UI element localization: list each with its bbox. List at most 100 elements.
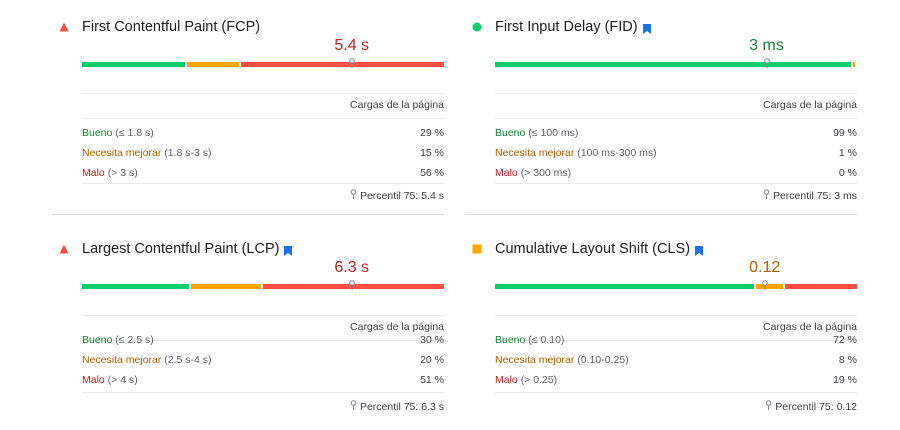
percentile-75: Percentil 75: 3 ms xyxy=(763,189,857,202)
bookmark-icon xyxy=(642,22,651,34)
percentile-label: Percentil 75: xyxy=(359,189,419,202)
bar-segment-good xyxy=(495,62,852,67)
bar-segment-good xyxy=(82,284,189,289)
row-percent: 0 % xyxy=(838,167,857,179)
pin-icon xyxy=(350,400,360,413)
row-label: Malo xyxy=(82,374,105,386)
bar-segment-needs-improvement xyxy=(853,62,855,67)
distribution-bar xyxy=(82,62,444,67)
metric-title-row: First Input Delay (FID) xyxy=(472,17,651,37)
row-percent: 99 % xyxy=(833,127,857,139)
distribution-row-needs-improvement: Necesita mejorar (0.10-0.25) 8 % xyxy=(495,354,857,370)
distribution-row-good: Bueno (≤ 1.8 s) 29 % xyxy=(82,127,444,143)
row-label: Necesita mejorar xyxy=(82,147,162,159)
distribution-row-poor: Malo (> 0.25) 19 % xyxy=(495,374,857,390)
percentile-75: Percentil 75: 0.12 xyxy=(765,400,857,413)
section-separator-right xyxy=(465,214,857,215)
row-range: (1.8 s-3 s) xyxy=(164,147,212,159)
row-percent: 30 % xyxy=(420,334,444,346)
row-label: Malo xyxy=(495,167,518,179)
bar-segment-needs-improvement xyxy=(755,284,783,289)
percentile-label: Percentil 75: xyxy=(775,400,834,413)
row-percent: 1 % xyxy=(838,147,857,159)
divider xyxy=(495,118,857,119)
row-label: Necesita mejorar xyxy=(495,147,575,159)
row-label: Malo xyxy=(82,167,105,179)
metric-value: 5.4 s xyxy=(334,37,370,54)
row-range: (> 0.25) xyxy=(520,374,558,386)
bar-segment-needs-improvement xyxy=(190,284,261,289)
metric-value: 6.3 s xyxy=(334,259,370,276)
row-percent: 51 % xyxy=(420,374,444,386)
divider xyxy=(82,183,444,184)
metric-title-row: First Contentful Paint (FCP) xyxy=(59,17,261,37)
pin-icon xyxy=(765,400,775,413)
page-loads-label: Cargas de la página xyxy=(350,99,444,111)
section-separator-left xyxy=(52,214,444,215)
metric-title: Cumulative Layout Shift (CLS) xyxy=(495,241,691,257)
percentile-value: 6.3 s xyxy=(421,400,444,413)
distribution-row-poor: Malo (> 300 ms) 0 % xyxy=(495,167,857,183)
page-loads-label: Cargas de la página xyxy=(350,321,444,333)
row-percent: 8 % xyxy=(838,354,857,366)
metric-title: First Input Delay (FID) xyxy=(495,19,638,35)
percentile-marker-icon xyxy=(763,55,771,68)
bookmark-icon xyxy=(284,244,293,256)
page-loads-label: Cargas de la página xyxy=(763,321,857,333)
row-percent: 72 % xyxy=(833,334,857,346)
distribution-row-needs-improvement: Necesita mejorar (100 ms-300 ms) 1 % xyxy=(495,147,857,163)
metric-title-row: Cumulative Layout Shift (CLS) xyxy=(472,239,704,259)
row-range: (≤ 1.8 s) xyxy=(115,127,154,139)
percentile-marker-icon xyxy=(348,277,356,290)
bookmark-icon xyxy=(695,244,704,256)
metric-value: 3 ms xyxy=(749,37,784,54)
distribution-row-good: Bueno (≤ 0.10) 72 % xyxy=(495,334,857,350)
row-label: Bueno xyxy=(495,334,526,346)
bar-segment-good xyxy=(82,62,185,67)
metric-title: Largest Contentful Paint (LCP) xyxy=(82,241,280,257)
percentile-value: 5.4 s xyxy=(421,189,444,202)
metric-title: First Contentful Paint (FCP) xyxy=(82,19,261,35)
distribution-row-poor: Malo (> 4 s) 51 % xyxy=(82,374,444,390)
percentile-marker-icon xyxy=(761,277,769,290)
metric-title-row: Largest Contentful Paint (LCP) xyxy=(59,239,293,259)
status-icon xyxy=(472,22,482,32)
distribution-row-needs-improvement: Necesita mejorar (1.8 s-3 s) 15 % xyxy=(82,147,444,163)
row-label: Bueno xyxy=(495,127,526,139)
row-range: (0.10-0.25) xyxy=(577,354,629,366)
row-label: Bueno xyxy=(82,127,113,139)
row-label: Necesita mejorar xyxy=(82,354,162,366)
divider xyxy=(82,340,444,341)
percentile-75: Percentil 75: 5.4 s xyxy=(350,189,444,202)
status-icon xyxy=(59,244,69,254)
divider xyxy=(495,392,857,393)
percentile-label: Percentil 75: xyxy=(359,400,419,413)
divider xyxy=(82,392,444,393)
row-percent: 29 % xyxy=(420,127,444,139)
distribution-row-good: Bueno (≤ 2.5 s) 30 % xyxy=(82,334,444,350)
pin-icon xyxy=(763,189,773,202)
bar-segment-poor xyxy=(241,62,444,67)
page-loads-label: Cargas de la página xyxy=(763,99,857,111)
status-icon xyxy=(472,244,482,254)
row-range: (≤ 0.10) xyxy=(528,334,565,346)
bar-segment-poor xyxy=(263,284,444,289)
row-label: Malo xyxy=(495,374,518,386)
row-label: Bueno xyxy=(82,334,113,346)
metric-value: 0.12 xyxy=(749,259,781,276)
percentile-marker-icon xyxy=(348,55,356,68)
distribution-row-needs-improvement: Necesita mejorar (2.5 s-4 s) 20 % xyxy=(82,354,444,370)
distribution-row-poor: Malo (> 3 s) 56 % xyxy=(82,167,444,183)
distribution-bar xyxy=(495,62,857,67)
divider xyxy=(495,340,857,341)
distribution-row-good: Bueno (≤ 100 ms) 99 % xyxy=(495,127,857,143)
row-percent: 15 % xyxy=(420,147,444,159)
distribution-bar xyxy=(495,284,857,289)
percentile-value: 0.12 xyxy=(836,400,857,413)
percentile-75: Percentil 75: 6.3 s xyxy=(350,400,444,413)
distribution-bar xyxy=(82,284,444,289)
status-icon xyxy=(59,22,69,32)
row-percent: 19 % xyxy=(833,374,857,386)
divider xyxy=(495,183,857,184)
row-range: (≤ 2.5 s) xyxy=(115,334,154,346)
